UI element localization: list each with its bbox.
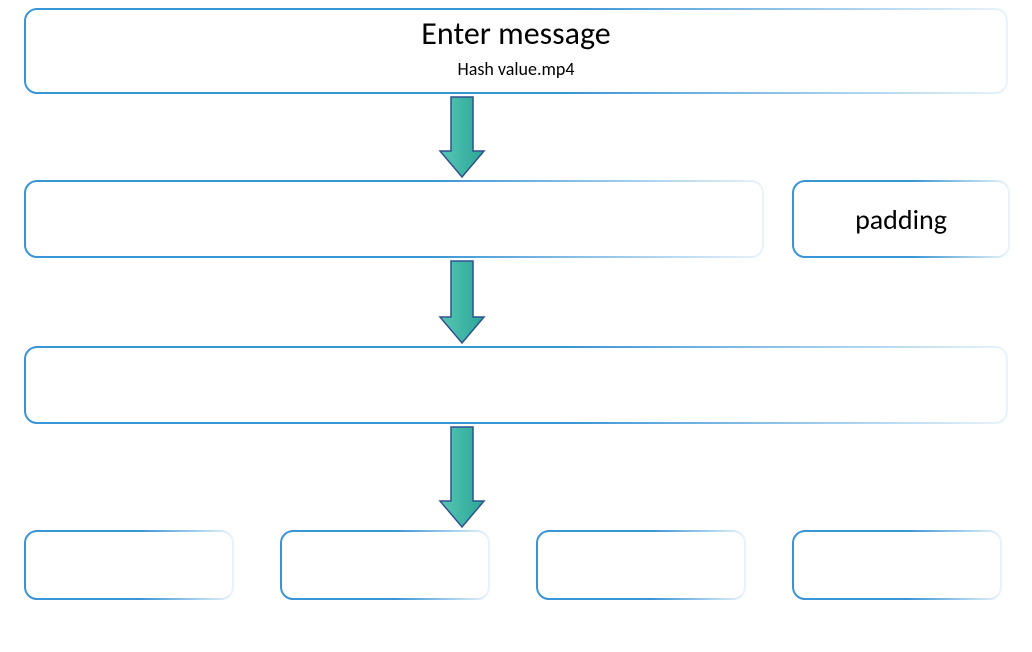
node-row4_a: [24, 530, 234, 600]
node-row4_c: [536, 530, 746, 600]
enter-message-title: Enter message: [24, 14, 1008, 53]
node-padding: padding: [792, 180, 1010, 258]
node-row4_d: [792, 530, 1002, 600]
diagram-canvas: Enter message Hash value.mp4 padding: [0, 0, 1032, 652]
enter-message-subtitle: Hash value.mp4: [24, 58, 1008, 80]
padding-label: padding: [792, 202, 1010, 237]
node-enter_message: Enter message Hash value.mp4: [24, 8, 1008, 94]
arrow-down-1: [438, 260, 486, 346]
node-row2_main: [24, 180, 764, 258]
arrow-down-0: [438, 96, 486, 180]
node-row4_b: [280, 530, 490, 600]
node-row3: [24, 346, 1008, 424]
arrow-down-2: [438, 426, 486, 530]
